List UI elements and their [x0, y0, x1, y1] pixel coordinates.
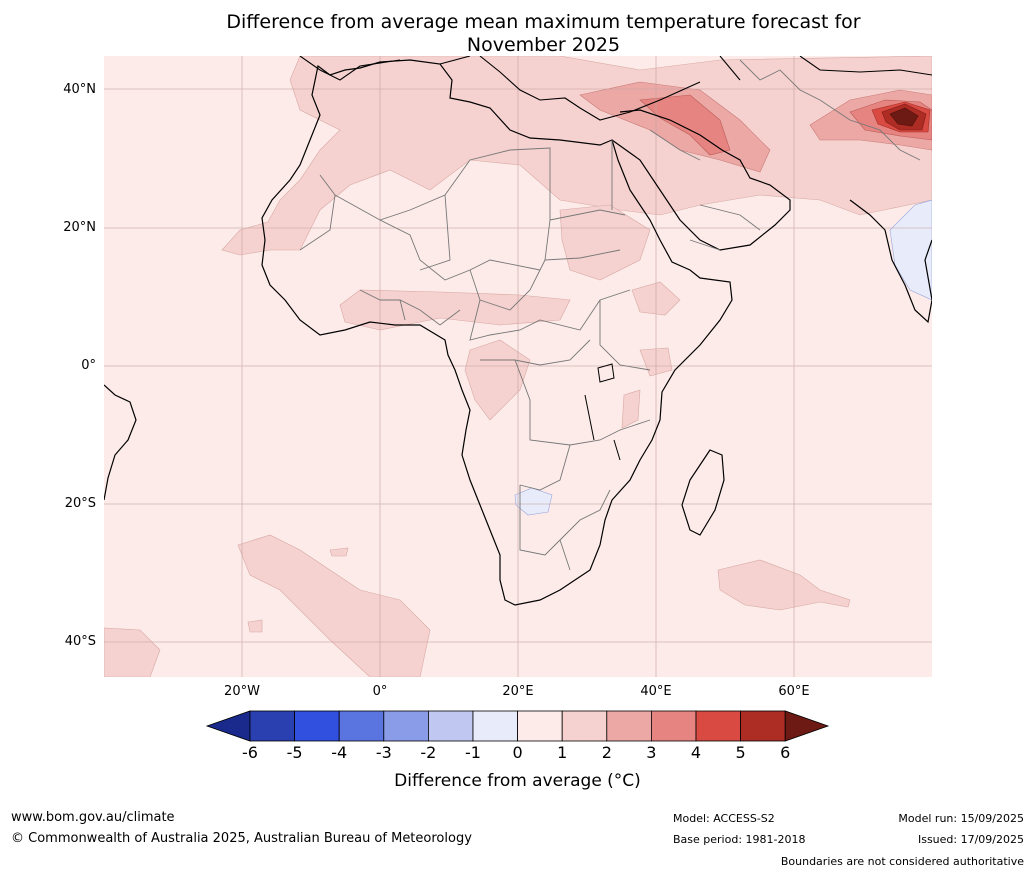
europe-coastline: [299, 56, 932, 121]
india-coastline: [849, 199, 932, 324]
anomaly-region-atlantic-small: [329, 547, 349, 557]
lon-label-0: 0°: [372, 684, 388, 699]
lat-label-20n: 20°N: [63, 220, 96, 235]
colorbar-tick: 2: [601, 743, 612, 762]
colorbar-swatch: [561, 710, 608, 742]
south-america-coastline: [104, 384, 137, 501]
colorbar-tick: 4: [690, 743, 702, 762]
lat-label-40s: 40°S: [64, 634, 96, 649]
footer-model: Model: ACCESS-S2: [673, 812, 775, 825]
colorbar-swatch: [651, 710, 697, 742]
colorbar-arrow-max: [784, 710, 830, 742]
colorbar-swatch: [427, 710, 474, 742]
footer-copyright: © Commonwealth of Australia 2025, Austra…: [11, 831, 472, 846]
colorbar-tick: -2: [420, 743, 437, 762]
colorbar-swatch: [338, 710, 385, 742]
gridlines: [104, 56, 932, 677]
anomaly-region-north-africa: [221, 56, 932, 256]
anomaly-region-south-atlantic: [237, 534, 431, 677]
country-borders: [299, 59, 921, 571]
colorbar-swatch: [695, 710, 741, 742]
chart-title-line2: November 2025: [466, 34, 621, 56]
colorbar-swatch: [472, 710, 518, 742]
footer-model-run: Model run: 15/09/2025: [898, 812, 1024, 825]
colorbar-swatch: [740, 710, 786, 742]
lake-malawi: [613, 439, 621, 461]
colorbar-arrow-min: [205, 710, 251, 742]
lake-tanganyika: [584, 394, 595, 441]
lat-label-40n: 40°N: [63, 82, 96, 97]
anomaly-region-atlantic-island: [247, 619, 263, 633]
anomaly-region-sahara-east: [559, 204, 651, 281]
colorbar-swatch: [606, 710, 652, 742]
anomaly-region-central-asia-above6: [889, 107, 919, 127]
colorbar-tick: -5: [286, 743, 303, 762]
colorbar-tick: -1: [465, 743, 481, 762]
colorbar-tick: -4: [331, 743, 348, 762]
anomaly-region-south-atlantic-west: [104, 627, 161, 677]
colorbar-swatch: [517, 710, 563, 742]
anomaly-region-south-indian: [717, 559, 851, 611]
colorbar-tick: 3: [646, 743, 657, 762]
lake-victoria: [597, 363, 615, 383]
colorbar-swatch: [249, 710, 295, 742]
colorbar-tick: -3: [375, 743, 392, 762]
footer-disclaimer: Boundaries are not considered authoritat…: [780, 855, 1024, 868]
africa-coastline: [261, 59, 733, 606]
colorbar-label: Difference from average (°C): [394, 771, 641, 791]
anomaly-region-tanzania: [621, 389, 641, 429]
colorbar-tick: 0: [512, 743, 523, 762]
colorbar-swatch: [294, 710, 340, 742]
anomaly-contours: [104, 56, 932, 677]
colorbar-tick: 5: [735, 743, 746, 762]
footer-base-period: Base period: 1981-2018: [673, 833, 806, 846]
colorbar-tick: -6: [242, 743, 258, 762]
lat-label-20s: 20°S: [64, 496, 96, 511]
colorbar-tick: 6: [780, 743, 791, 762]
lon-label-20e: 20°E: [502, 684, 534, 699]
lon-label-20w: 20°W: [224, 684, 260, 699]
chart-title-line1: Difference from average mean maximum tem…: [226, 11, 861, 33]
madagascar-coastline: [681, 449, 725, 536]
colorbar-tick: 1: [557, 743, 568, 762]
footer-issued: Issued: 17/09/2025: [917, 833, 1024, 846]
arabia-coastline: [611, 109, 791, 251]
lat-label-0: 0°: [81, 358, 96, 373]
lon-label-40e: 40°E: [640, 684, 672, 699]
lon-label-60e: 60°E: [778, 684, 810, 699]
footer-website-link[interactable]: www.bom.gov.au/climate: [11, 810, 175, 825]
colorbar: [205, 710, 830, 742]
colorbar-swatch: [383, 710, 429, 742]
